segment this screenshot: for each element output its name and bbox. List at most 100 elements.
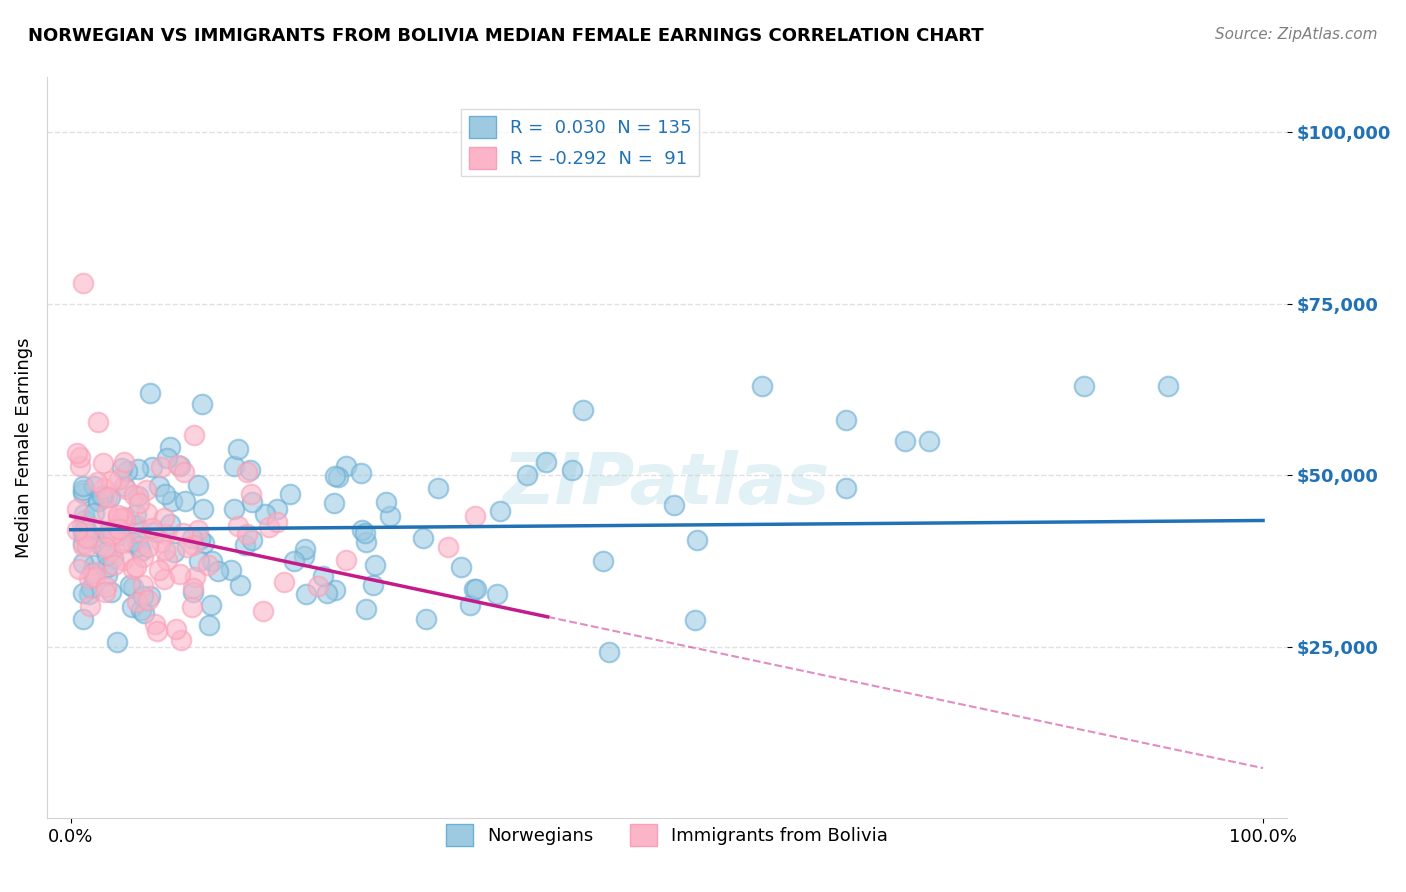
Point (156, 450, 179, 465)
Point (149, 460, 172, 475)
Point (107, 508, 129, 522)
Point (143, 524, 166, 539)
Point (361, 577, 384, 591)
Point (463, 582, 485, 597)
Point (129, 524, 152, 539)
Point (66, 523, 89, 537)
Point (169, 459, 191, 474)
Point (121, 581, 143, 595)
Point (83, 558, 105, 572)
Point (233, 538, 256, 552)
Point (240, 533, 263, 547)
Point (96, 580, 118, 594)
Point (436, 540, 458, 554)
Point (163, 545, 186, 559)
Point (222, 458, 245, 473)
Point (98, 528, 121, 542)
Point (426, 481, 449, 495)
Point (572, 403, 595, 417)
Point (112, 553, 135, 567)
Point (72, 518, 94, 533)
Point (114, 513, 136, 527)
Point (96, 568, 118, 582)
Point (96, 559, 118, 574)
Point (458, 598, 481, 612)
Point (176, 540, 198, 554)
Point (159, 440, 181, 454)
Point (127, 534, 149, 549)
Point (73, 513, 96, 527)
Point (165, 622, 187, 636)
Point (415, 612, 437, 626)
Point (380, 508, 402, 523)
Point (66, 445, 89, 459)
Point (198, 618, 221, 632)
Text: NORWEGIAN VS IMMIGRANTS FROM BOLIVIA MEDIAN FEMALE EARNINGS CORRELATION CHART: NORWEGIAN VS IMMIGRANTS FROM BOLIVIA MED… (28, 27, 984, 45)
Point (117, 464, 139, 478)
Point (219, 563, 242, 577)
Point (252, 604, 274, 618)
Point (148, 479, 170, 493)
Point (166, 458, 188, 472)
Point (412, 531, 434, 545)
Point (181, 538, 204, 552)
Point (156, 553, 179, 567)
Point (112, 533, 135, 547)
Point (87, 415, 110, 429)
Point (139, 386, 162, 401)
Point (153, 511, 176, 525)
Point (894, 434, 917, 448)
Point (124, 560, 146, 574)
Point (183, 428, 205, 442)
Point (125, 507, 148, 521)
Point (103, 550, 125, 565)
Point (79, 599, 101, 613)
Point (169, 566, 191, 581)
Point (335, 458, 357, 473)
Point (69, 459, 91, 474)
Point (323, 496, 346, 510)
Point (132, 578, 155, 592)
Point (489, 504, 512, 518)
Point (835, 481, 858, 495)
Point (191, 501, 214, 516)
Point (598, 645, 620, 659)
Point (131, 589, 153, 603)
Point (87, 494, 110, 508)
Point (134, 606, 156, 620)
Point (100, 544, 122, 558)
Point (94, 541, 117, 555)
Point (77, 587, 100, 601)
Point (93, 489, 115, 503)
Point (516, 467, 538, 482)
Point (172, 526, 194, 541)
Point (312, 568, 335, 582)
Point (187, 554, 209, 568)
Point (76, 531, 98, 545)
Point (375, 495, 398, 509)
Point (96, 505, 118, 519)
Point (73, 523, 96, 537)
Text: Source: ZipAtlas.com: Source: ZipAtlas.com (1215, 27, 1378, 42)
Point (187, 477, 209, 491)
Point (335, 553, 357, 567)
Point (80, 566, 103, 580)
Point (80, 520, 103, 534)
Point (128, 495, 150, 509)
Point (534, 455, 557, 469)
Point (114, 455, 136, 469)
Point (235, 465, 257, 479)
Point (97, 525, 120, 540)
Text: ZIPatlas: ZIPatlas (503, 450, 831, 519)
Point (111, 536, 134, 550)
Point (72, 556, 94, 570)
Point (121, 535, 143, 549)
Point (83, 507, 105, 521)
Point (188, 532, 211, 546)
Point (96, 490, 118, 504)
Point (239, 463, 262, 477)
Point (127, 461, 149, 475)
Point (101, 527, 124, 541)
Point (240, 495, 263, 509)
Point (127, 595, 149, 609)
